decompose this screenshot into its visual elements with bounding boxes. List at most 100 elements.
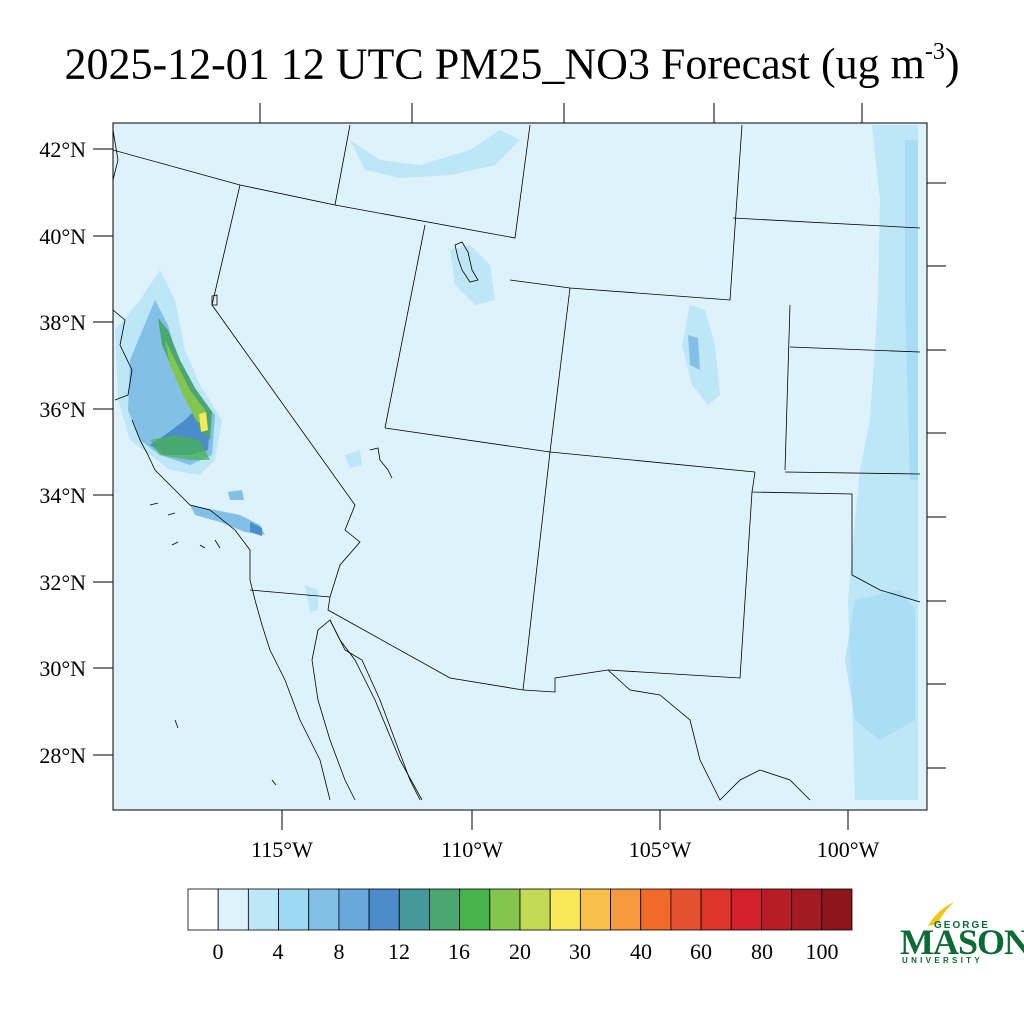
colorbar-tick-label: 0	[213, 939, 224, 964]
ca-valley-yellow	[199, 412, 208, 432]
lat-label: 42°N	[39, 137, 86, 162]
sonora-coast	[329, 619, 421, 801]
colorbar-tick-label: 16	[448, 939, 470, 964]
tick-marks	[93, 103, 946, 830]
border-sd-ne	[732, 217, 921, 229]
colorbar-swatch	[821, 888, 853, 931]
border-rio-grande	[607, 669, 811, 801]
colorbar-tick-label: 40	[630, 939, 652, 964]
state-boundaries	[112, 124, 921, 801]
mojave-spot	[228, 490, 244, 500]
border-az-mex	[327, 596, 524, 691]
colorbar-swatch	[761, 888, 793, 931]
colorbar-swatch	[217, 888, 249, 931]
colorbar-swatch	[700, 888, 732, 931]
logo-swoosh-icon	[928, 902, 954, 926]
colorbar-swatch	[368, 888, 400, 931]
border-ut-co	[549, 287, 571, 453]
coastlines	[112, 129, 423, 801]
lat-label: 30°N	[39, 656, 86, 681]
colorbar-swatch	[549, 888, 581, 931]
border-wy-co-ne	[509, 124, 743, 301]
map-title: 2025-12-01 12 UTC PM25_NO3 Forecast (ug …	[0, 26, 1024, 95]
lon-label: 110°W	[441, 837, 503, 862]
ca-valley-south-arm	[150, 435, 210, 460]
lat-label: 34°N	[39, 483, 86, 508]
plains-south-blob	[845, 590, 915, 740]
logo-mason: MASON	[900, 922, 1024, 962]
border-nm-tx	[522, 491, 753, 693]
colorbar-tick-label: 20	[509, 939, 531, 964]
title-close: )	[944, 39, 960, 89]
lat-label: 28°N	[39, 743, 86, 768]
colorbar-tick-label: 4	[273, 939, 284, 964]
great-salt-lake	[454, 241, 479, 283]
colorbar-swatch	[398, 888, 430, 931]
map-background	[113, 123, 927, 810]
lat-label: 32°N	[39, 570, 86, 595]
border-co-ks	[784, 304, 791, 471]
border-nv-ut	[384, 224, 426, 429]
border-ok-panhandle	[751, 471, 921, 603]
colorbar-swatch	[791, 888, 823, 931]
colorbar-swatch	[579, 888, 611, 931]
lake-tahoe	[211, 294, 218, 306]
border-ca-mex	[249, 589, 331, 598]
utah-blob	[450, 245, 495, 305]
logo-george: GEORGE	[934, 920, 990, 931]
colorbar-swatch	[670, 888, 702, 931]
lakes	[149, 241, 479, 786]
colorbar-tick-label: 12	[388, 939, 410, 964]
map-frame	[112, 122, 928, 811]
lat-label: 40°N	[39, 224, 86, 249]
lon-label: 100°W	[817, 837, 880, 862]
colorbar-swatch	[308, 888, 340, 931]
colorbar-swatch	[640, 888, 672, 931]
lon-label: 115°W	[251, 837, 313, 862]
colorbar-swatch	[338, 888, 370, 931]
colorbar-tick-label: 8	[334, 939, 345, 964]
plains-band-mid	[905, 140, 918, 480]
latitude-labels: 42°N 40°N 38°N 36°N 34°N 32°N 30°N 28°N	[39, 137, 86, 768]
la-core	[250, 522, 262, 536]
ca-valley-lime	[165, 340, 206, 428]
longitude-labels: 115°W 110°W 105°W 100°W	[251, 837, 879, 862]
colorbar-swatch	[489, 888, 521, 931]
snake-plain	[350, 130, 520, 178]
colorado-blob	[682, 305, 720, 405]
baja-spot	[305, 585, 318, 612]
colorbar-swatch	[459, 888, 491, 931]
colorbar-swatch	[519, 888, 551, 931]
ca-coast	[112, 129, 331, 801]
lat-label: 36°N	[39, 397, 86, 422]
colorbar	[187, 888, 853, 931]
concentration-shading	[115, 125, 918, 800]
gmu-logo: GEORGE MASON UNIVERSITY	[898, 898, 1024, 968]
colorbar-swatch	[730, 888, 762, 931]
colorbar-tick-label: 80	[751, 939, 773, 964]
border-nv-or	[112, 124, 351, 206]
az-spot	[345, 450, 362, 468]
title-text: 2025-12-01 12 UTC PM25_NO3 Forecast (ug …	[64, 39, 925, 89]
channel-islands	[149, 502, 277, 786]
border-ks-ne	[789, 346, 921, 353]
colorbar-swatch	[247, 888, 279, 931]
colorbar-tick-label: 60	[690, 939, 712, 964]
colorbar-labels: 0 4 8 12 16 20 30 40 60 80 100	[213, 939, 839, 964]
lat-label: 38°N	[39, 310, 86, 335]
colorado-core	[688, 335, 700, 370]
baja-east-coast	[311, 619, 423, 801]
la-basin	[190, 505, 265, 535]
title-exponent: -3	[924, 39, 945, 65]
colorbar-tick-label: 30	[569, 939, 591, 964]
border-id-ut-wy	[334, 124, 531, 239]
colorbar-swatch	[278, 888, 310, 931]
logo-university: UNIVERSITY	[902, 956, 984, 965]
border-ks-ok	[784, 471, 921, 475]
colorbar-swatch	[187, 888, 219, 931]
colorbar-swatch	[610, 888, 642, 931]
lon-label: 105°W	[629, 837, 692, 862]
colorbar-tick-label: 100	[806, 939, 839, 964]
border-az-nm	[522, 451, 551, 691]
